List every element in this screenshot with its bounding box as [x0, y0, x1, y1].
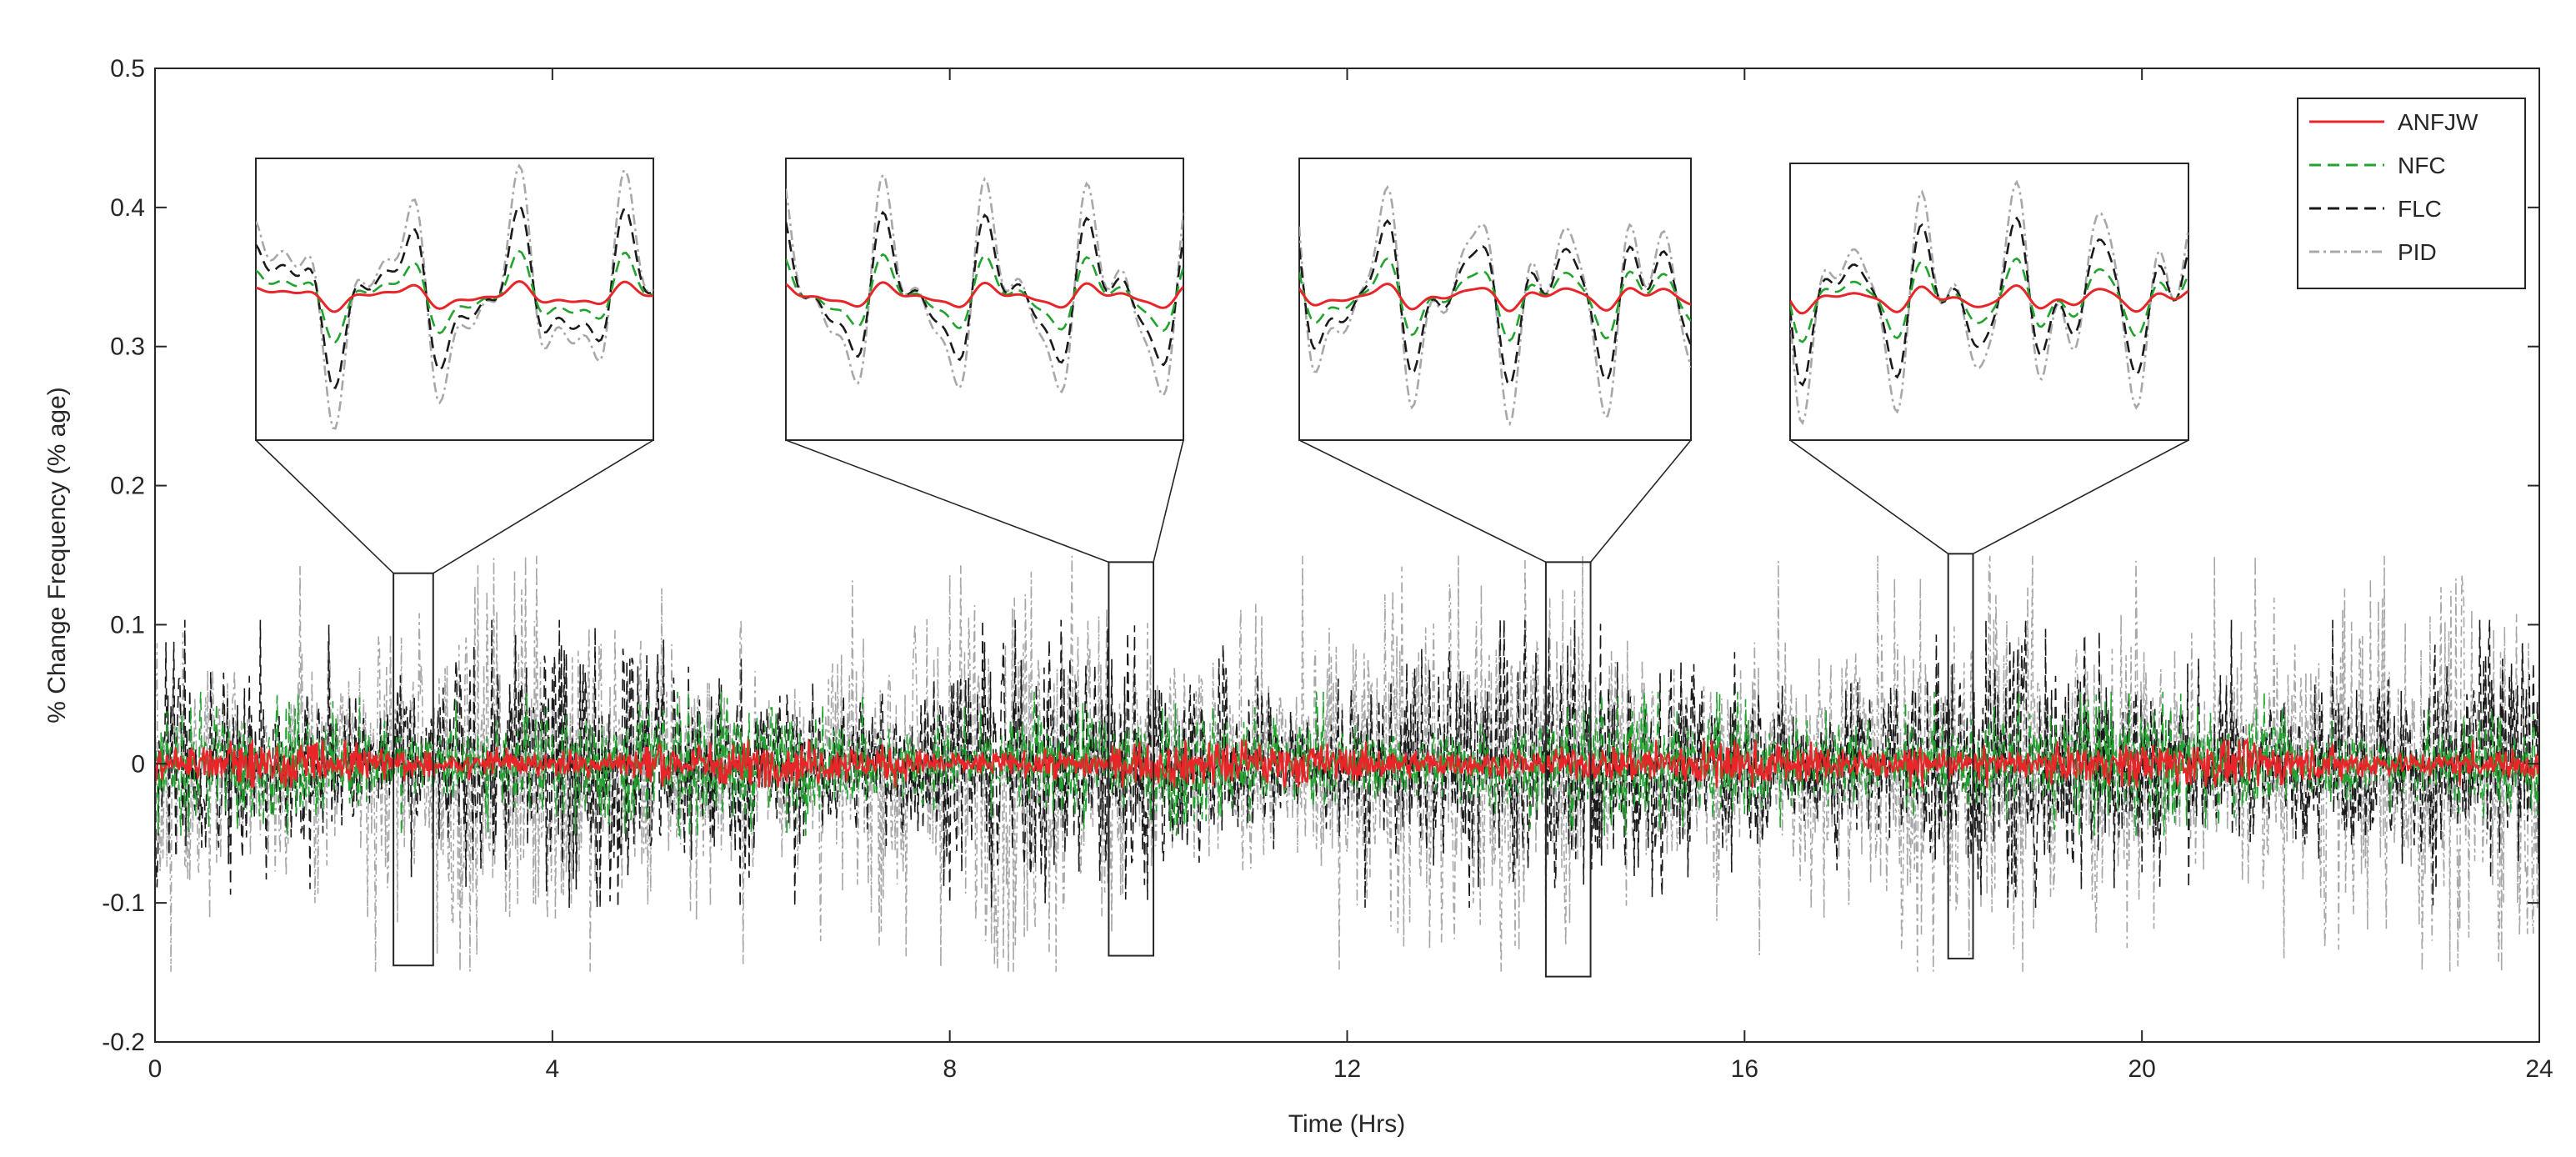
zoom-series-anfjw	[1299, 282, 1691, 313]
x-tick-label: 8	[943, 1055, 957, 1083]
x-tick-label: 12	[1333, 1055, 1361, 1083]
y-tick-label: 0	[131, 750, 145, 778]
y-tick-label: -0.2	[102, 1029, 145, 1056]
series-layer	[155, 555, 2539, 972]
zoom-series-nfc	[786, 253, 1183, 332]
legend-label-anfjw: ANFJW	[2398, 109, 2478, 135]
zoom-inset	[785, 158, 1184, 441]
x-tick-label: 24	[2525, 1055, 2553, 1083]
y-axis-label: % Change Frequency (% age)	[43, 387, 71, 724]
y-tick-label: 0.1	[110, 611, 145, 639]
legend: ANFJW NFC FLC PID	[2297, 98, 2526, 289]
zoom-connector	[1973, 439, 2189, 555]
legend-label-flc: FLC	[2398, 196, 2442, 222]
zoom-connector	[433, 439, 654, 574]
zoom-series-anfjw	[1790, 283, 2188, 315]
zoom-connector	[785, 439, 1109, 563]
series-line-anfjw	[155, 736, 2539, 789]
y-tick-label: 0.2	[110, 473, 145, 500]
zoom-inset-lines	[256, 163, 653, 430]
zoom-connector	[1153, 439, 1184, 563]
zoom-window	[1947, 553, 1974, 959]
legend-label-nfc: NFC	[2398, 153, 2446, 178]
zoom-series-anfjw	[786, 281, 1183, 309]
zoom-window	[1544, 561, 1592, 978]
zoom-series-flc	[1790, 216, 2188, 387]
x-tick-label: 0	[148, 1055, 163, 1083]
zoom-series-flc	[1299, 218, 1691, 387]
zoom-series-pid	[256, 163, 653, 430]
zoom-series-flc	[786, 210, 1183, 367]
zoom-connector	[1589, 439, 1692, 563]
y-tick-label: 0.5	[110, 55, 145, 83]
zoom-inset-lines	[786, 173, 1183, 397]
zoom-connector	[255, 439, 394, 574]
zoom-inset-lines	[1790, 179, 2188, 426]
zoom-series-anfjw	[256, 279, 653, 313]
zoom-series-pid	[786, 173, 1183, 397]
zoom-inset	[1789, 163, 2189, 441]
zoom-inset	[255, 158, 654, 441]
x-axis-label: Time (Hrs)	[1288, 1110, 1406, 1138]
legend-box	[2297, 98, 2526, 289]
x-tick-label: 4	[545, 1055, 559, 1083]
legend-label-pid: PID	[2398, 239, 2437, 265]
zoom-series-flc	[256, 204, 653, 389]
y-tick-label: -0.1	[102, 889, 145, 917]
series-line-pid	[155, 555, 2539, 972]
y-tick-label: 0.3	[110, 333, 145, 361]
x-tick-label: 20	[2128, 1055, 2155, 1083]
zoom-inset-lines	[1299, 185, 1691, 427]
axis-layer: 0 4 8 12 16 20 24 -0.2 -0.1 0 0.1 0.2 0.3 0.4 0.5	[102, 55, 2553, 1083]
series-line-nfc	[155, 691, 2539, 838]
zoom-series-nfc	[256, 249, 653, 343]
zoom-window	[1108, 561, 1155, 957]
zoom-connector	[1298, 439, 1547, 563]
y-tick-label: 0.4	[110, 194, 145, 222]
zoom-layer	[255, 158, 2189, 978]
zoom-window	[393, 572, 434, 967]
zoom-series-nfc	[1790, 257, 2188, 343]
x-tick-label: 16	[1731, 1055, 1758, 1083]
zoom-connector	[1789, 439, 1949, 554]
